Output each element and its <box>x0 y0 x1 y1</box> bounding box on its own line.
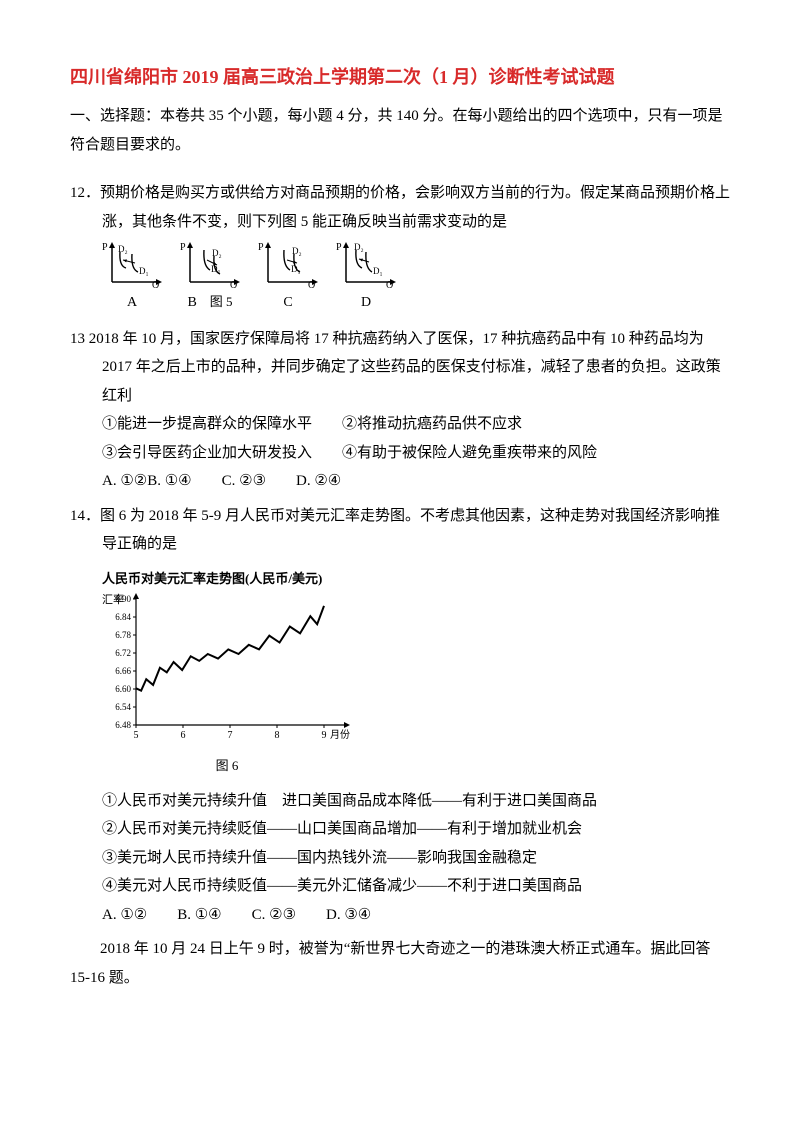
svg-text:D₁: D₁ <box>139 266 149 276</box>
q14-figure-label: 图 6 <box>102 754 352 779</box>
q14-stem: 14．图 6 为 2018 年 5-9 月人民币对美元汇率走势图。不考虑其他因素… <box>70 502 730 559</box>
svg-text:P: P <box>336 242 342 253</box>
svg-text:D₂: D₂ <box>354 242 364 252</box>
exam-title: 四川省绵阳市 2019 届高三政治上学期第二次（1 月）诊断性考试试题 <box>70 60 730 94</box>
svg-text:D₁: D₁ <box>373 266 383 276</box>
svg-text:Q: Q <box>386 280 394 288</box>
q13-statement-1: ①能进一步提高群众的保障水平 ②将推动抗癌药品供不应求 <box>70 410 730 439</box>
svg-text:P: P <box>258 242 264 253</box>
question-13: 13 2018 年 10 月，国家医疗保障局将 17 种抗癌药纳入了医保，17 … <box>70 325 730 496</box>
q14-line-chart: 汇率6.906.846.786.726.666.606.546.4856789月… <box>102 593 352 743</box>
svg-text:Q: Q <box>152 280 160 288</box>
q14-options: A. ①② B. ①④ C. ②③ D. ③④ <box>70 901 730 930</box>
svg-text:6.84: 6.84 <box>115 612 131 622</box>
svg-text:6.72: 6.72 <box>115 648 131 658</box>
svg-text:8: 8 <box>275 730 280 741</box>
q12-figure-row: PQD₁D₂APQD₁D₂B 图 5PQD₁D₂CPQD₁D₂D <box>70 242 730 317</box>
q13-options: A. ①②B. ①④ C. ②③ D. ②④ <box>70 467 730 496</box>
q12-chart-label-a: A <box>127 290 137 317</box>
q12-mini-chart-b: PQD₁D₂B 图 5 <box>180 242 240 317</box>
svg-text:5: 5 <box>134 730 139 741</box>
svg-text:7: 7 <box>228 730 233 741</box>
section-intro: 一、选择题：本卷共 35 个小题，每小题 4 分，共 140 分。在每小题给出的… <box>70 102 730 159</box>
q12-chart-label-b: B 图 5 <box>187 290 232 317</box>
passage-15-16: 2018 年 10 月 24 日上午 9 时，被誉为“新世界七大奇迹之一的港珠澳… <box>70 935 730 992</box>
q14-statement-2: ②人民币对美元持续贬值——山口美国商品增加——有利于增加就业机会 <box>70 815 730 844</box>
svg-text:P: P <box>180 242 186 253</box>
q14-statement-4: ④美元对人民币持续贬值——美元外汇储备减少——不利于进口美国商品 <box>70 872 730 901</box>
svg-text:6: 6 <box>181 730 186 741</box>
q14-chart-wrap: 人民币对美元汇率走势图(人民币/美元) 汇率6.906.846.786.726.… <box>70 567 730 779</box>
svg-text:Q: Q <box>308 280 316 288</box>
question-12: 12．预期价格是购买方或供给方对商品预期的价格，会影响双方当前的行为。假定某商品… <box>70 179 730 317</box>
q14-chart-title: 人民币对美元汇率走势图(人民币/美元) <box>102 567 730 592</box>
svg-text:P: P <box>102 242 108 253</box>
svg-text:D₂: D₂ <box>212 248 222 258</box>
svg-text:6.78: 6.78 <box>115 630 131 640</box>
svg-text:D₂: D₂ <box>292 246 302 256</box>
q12-stem: 12．预期价格是购买方或供给方对商品预期的价格，会影响双方当前的行为。假定某商品… <box>70 179 730 236</box>
q13-statement-2: ③会引导医药企业加大研发投入 ④有助于被保险人避免重疾带来的风险 <box>70 439 730 468</box>
svg-text:6.66: 6.66 <box>115 666 131 676</box>
q12-chart-label-d: D <box>361 290 371 317</box>
svg-text:6.60: 6.60 <box>115 684 131 694</box>
q12-mini-chart-a: P QD₁ D₂ A <box>102 242 162 317</box>
question-14: 14．图 6 为 2018 年 5-9 月人民币对美元汇率走势图。不考虑其他因素… <box>70 502 730 929</box>
q12-mini-chart-c: PQD₁D₂C <box>258 242 318 317</box>
svg-text:月份: 月份 <box>330 729 350 741</box>
svg-text:Q: Q <box>230 280 238 288</box>
q14-statement-3: ③美元埘人民币持续升值——国内热钱外流——影响我国金融稳定 <box>70 844 730 873</box>
q13-stem: 13 2018 年 10 月，国家医疗保障局将 17 种抗癌药纳入了医保，17 … <box>70 325 730 411</box>
svg-text:6.90: 6.90 <box>115 594 131 604</box>
svg-text:6.48: 6.48 <box>115 720 131 730</box>
q14-statement-1: ①人民币对美元持续升值 进口美国商品成本降低——有利于进口美国商品 <box>70 787 730 816</box>
svg-text:9: 9 <box>322 730 327 741</box>
q12-mini-chart-d: P QD₁ D₂ D <box>336 242 396 317</box>
svg-text:6.54: 6.54 <box>115 702 131 712</box>
q12-chart-label-c: C <box>283 290 292 317</box>
svg-text:D₂: D₂ <box>118 244 128 254</box>
